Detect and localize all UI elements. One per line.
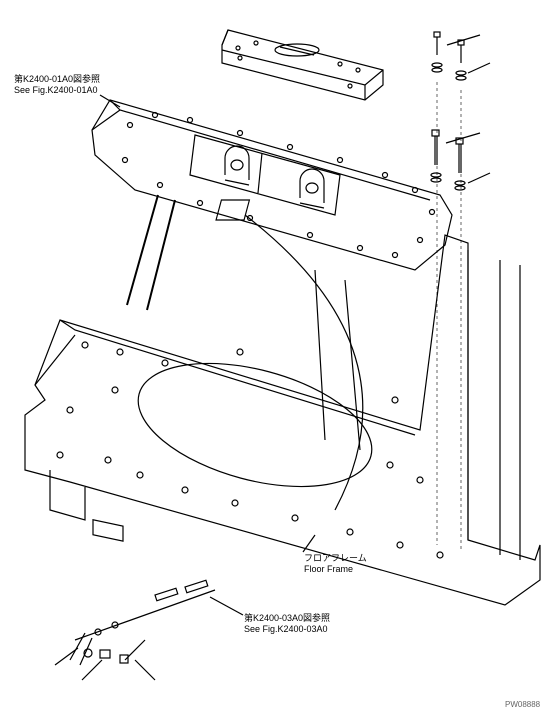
watermark: PW08888 [505, 700, 540, 709]
leader-washer-mid [468, 173, 490, 183]
bolt-top-1 [432, 32, 442, 72]
upper-mounting-plate [92, 100, 452, 270]
exploded-view-diagram [0, 0, 548, 712]
cylinder-mount-1 [225, 146, 249, 185]
label-ref-k2400-01a0: 第K2400-01A0図参照 See Fig.K2400-01A0 [14, 74, 100, 96]
label-jp: フロアフレーム [304, 553, 367, 564]
bolt-mid-2 [455, 138, 465, 190]
control-linkage [55, 580, 215, 680]
bolt-mid-1 [431, 130, 441, 182]
leader-k2400-03a0 [210, 597, 243, 615]
label-en: See Fig.K2400-03A0 [244, 624, 330, 635]
leader-k2400-01a0 [100, 95, 120, 107]
leader-arc [245, 215, 363, 510]
bolt-mid-group [431, 130, 490, 190]
label-floor-frame: フロアフレーム Floor Frame [304, 553, 367, 575]
cylinder-mount-2 [300, 169, 324, 208]
label-en: Floor Frame [304, 564, 367, 575]
label-jp: 第K2400-03A0図参照 [244, 613, 330, 624]
bolt-top-2 [456, 40, 466, 80]
leader-washer-top [468, 63, 490, 73]
label-jp: 第K2400-01A0図参照 [14, 74, 100, 85]
floor-frame-panel [25, 235, 540, 605]
bolt-top-group [432, 32, 490, 80]
label-ref-k2400-03a0: 第K2400-03A0図参照 See Fig.K2400-03A0 [244, 613, 330, 635]
label-en: See Fig.K2400-01A0 [14, 85, 100, 96]
top-cover-plate [222, 30, 383, 100]
